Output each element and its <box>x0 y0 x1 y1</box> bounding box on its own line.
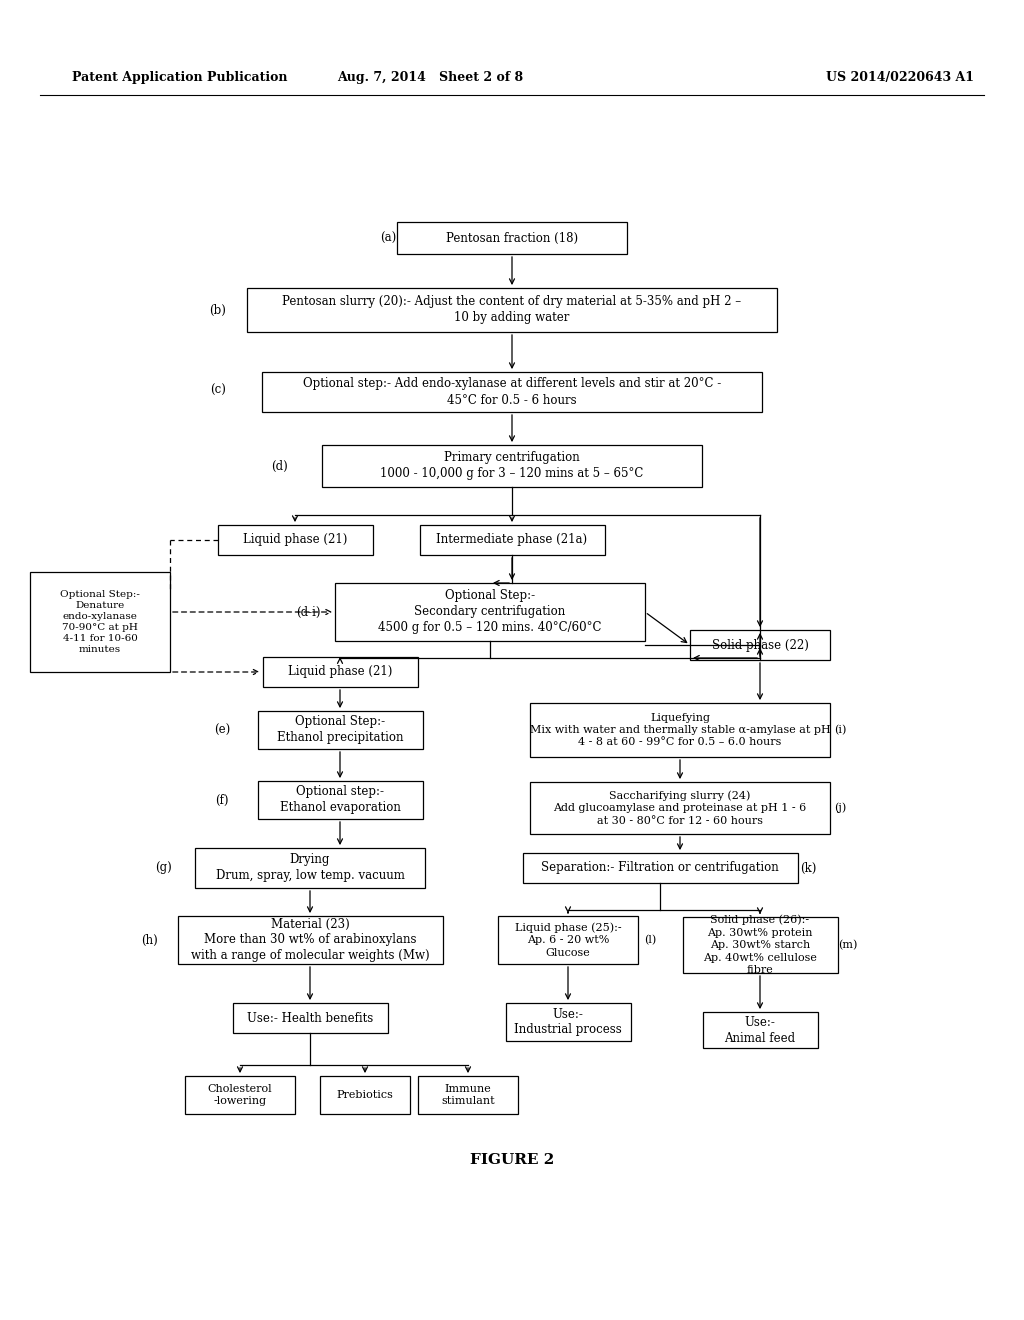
Text: Prebiotics: Prebiotics <box>337 1090 393 1100</box>
Bar <box>522 853 798 883</box>
Text: Pentosan fraction (18): Pentosan fraction (18) <box>445 231 579 244</box>
Text: US 2014/0220643 A1: US 2014/0220643 A1 <box>826 71 974 84</box>
Text: (d): (d) <box>271 459 289 473</box>
Text: (e): (e) <box>214 723 230 737</box>
Bar <box>530 704 830 756</box>
Bar <box>30 572 170 672</box>
Text: Liquefying
Mix with water and thermally stable α-amylase at pH
4 - 8 at 60 - 99°: Liquefying Mix with water and thermally … <box>529 713 830 747</box>
Text: Solid phase (22): Solid phase (22) <box>712 639 808 652</box>
Bar <box>702 1012 817 1048</box>
Text: Drying
Drum, spray, low temp. vacuum: Drying Drum, spray, low temp. vacuum <box>216 854 404 883</box>
Text: Pentosan slurry (20):- Adjust the content of dry material at 5-35% and pH 2 –
10: Pentosan slurry (20):- Adjust the conten… <box>283 296 741 325</box>
Text: Liquid phase (21): Liquid phase (21) <box>288 665 392 678</box>
Bar <box>397 222 627 253</box>
Bar <box>177 916 442 964</box>
Bar <box>418 1076 518 1114</box>
Text: Use:-
Animal feed: Use:- Animal feed <box>724 1015 796 1044</box>
Bar <box>335 583 645 642</box>
Text: Material (23)
More than 30 wt% of arabinoxylans
with a range of molecular weight: Material (23) More than 30 wt% of arabin… <box>190 917 429 962</box>
Text: (h): (h) <box>141 933 159 946</box>
Bar <box>530 781 830 834</box>
Text: FIGURE 2: FIGURE 2 <box>470 1152 554 1167</box>
Text: (m): (m) <box>839 940 858 950</box>
Text: Use:- Health benefits: Use:- Health benefits <box>247 1011 373 1024</box>
Bar <box>247 288 777 333</box>
Text: (c): (c) <box>210 384 226 396</box>
Text: Aug. 7, 2014   Sheet 2 of 8: Aug. 7, 2014 Sheet 2 of 8 <box>337 71 523 84</box>
Bar <box>217 525 373 554</box>
Text: (l): (l) <box>644 935 656 945</box>
Text: Patent Application Publication: Patent Application Publication <box>72 71 288 84</box>
Text: Separation:- Filtration or centrifugation: Separation:- Filtration or centrifugatio… <box>541 862 779 874</box>
Bar <box>262 657 418 686</box>
Bar <box>683 917 838 973</box>
Bar <box>195 847 425 888</box>
Bar <box>498 916 638 964</box>
Bar <box>690 630 830 660</box>
Text: Optional Step:-
Denature
endo-xylanase
70-90°C at pH
4-11 for 10-60
minutes: Optional Step:- Denature endo-xylanase 7… <box>60 590 140 655</box>
Text: Optional step:-
Ethanol evaporation: Optional step:- Ethanol evaporation <box>280 785 400 814</box>
Text: (i): (i) <box>834 725 846 735</box>
Text: Liquid phase (25):-
Ap. 6 - 20 wt%
Glucose: Liquid phase (25):- Ap. 6 - 20 wt% Gluco… <box>515 923 622 958</box>
Text: (b): (b) <box>210 304 226 317</box>
Text: (k): (k) <box>800 862 816 874</box>
Text: (f): (f) <box>215 793 228 807</box>
Bar <box>506 1003 631 1041</box>
Bar <box>420 525 604 554</box>
Bar <box>232 1003 387 1034</box>
Text: Intermediate phase (21a): Intermediate phase (21a) <box>436 533 588 546</box>
Text: Cholesterol
-lowering: Cholesterol -lowering <box>208 1084 272 1106</box>
Bar <box>262 372 762 412</box>
Text: (a): (a) <box>380 231 396 244</box>
Text: (j): (j) <box>834 803 846 813</box>
Bar <box>257 781 423 818</box>
Text: Optional Step:-
Ethanol precipitation: Optional Step:- Ethanol precipitation <box>276 715 403 744</box>
Bar <box>319 1076 410 1114</box>
Bar <box>185 1076 295 1114</box>
Text: (d-i): (d-i) <box>296 606 321 619</box>
Bar <box>322 445 702 487</box>
Text: Use:-
Industrial process: Use:- Industrial process <box>514 1007 622 1036</box>
Text: Optional Step:-
Secondary centrifugation
4500 g for 0.5 – 120 mins. 40°C/60°C: Optional Step:- Secondary centrifugation… <box>378 590 602 635</box>
Text: Solid phase (26):-
Ap. 30wt% protein
Ap. 30wt% starch
Ap. 40wt% cellulose
fibre: Solid phase (26):- Ap. 30wt% protein Ap.… <box>703 915 817 975</box>
Text: (g): (g) <box>155 862 171 874</box>
Text: Immune
stimulant: Immune stimulant <box>441 1084 495 1106</box>
Text: Optional step:- Add endo-xylanase at different levels and stir at 20°C -
45°C fo: Optional step:- Add endo-xylanase at dif… <box>303 378 721 407</box>
Text: Primary centrifugation
1000 - 10,000 g for 3 – 120 mins at 5 – 65°C: Primary centrifugation 1000 - 10,000 g f… <box>380 451 644 480</box>
Bar <box>257 711 423 748</box>
Text: Saccharifying slurry (24)
Add glucoamylase and proteinase at pH 1 - 6
at 30 - 80: Saccharifying slurry (24) Add glucoamyla… <box>553 791 807 826</box>
Text: Liquid phase (21): Liquid phase (21) <box>243 533 347 546</box>
